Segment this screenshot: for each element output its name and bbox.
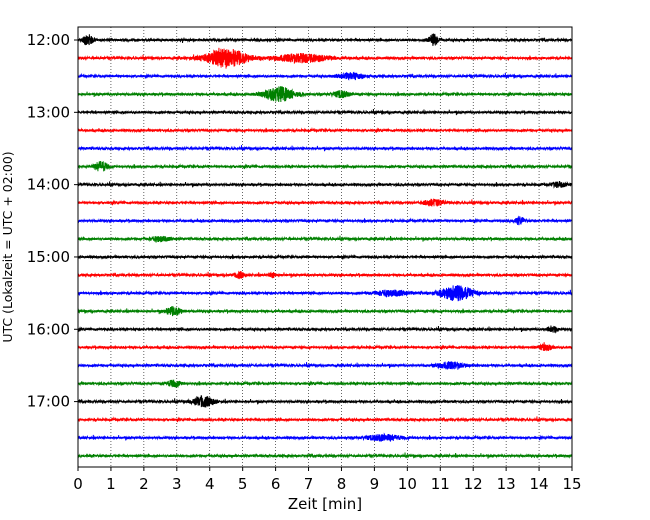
y-tick-label: 12:00 xyxy=(27,31,70,49)
x-tick-label: 10 xyxy=(398,475,417,493)
trace-row xyxy=(77,452,573,459)
x-tick-label: 5 xyxy=(238,475,248,493)
y-tick-label: 17:00 xyxy=(27,393,70,411)
trace-row xyxy=(77,160,573,172)
x-tick-label: 13 xyxy=(497,475,516,493)
trace-row xyxy=(77,361,573,371)
trace-row xyxy=(77,215,573,226)
trace-row xyxy=(77,395,573,408)
trace-row xyxy=(77,253,573,261)
x-tick-label: 2 xyxy=(139,475,149,493)
x-tick-label: 14 xyxy=(530,475,549,493)
trace-row xyxy=(77,235,573,243)
trace-row xyxy=(77,33,573,46)
y-tick-label: 16:00 xyxy=(27,320,70,338)
x-tick-label: 9 xyxy=(370,475,380,493)
trace-row xyxy=(77,285,573,302)
trace-row xyxy=(77,325,573,334)
seismic-traces xyxy=(77,33,573,459)
y-axis-label: UTC (Lokalzeit = UTC + 02:00) xyxy=(0,151,15,342)
trace-row xyxy=(77,145,573,152)
x-tick-label: 11 xyxy=(431,475,450,493)
trace-row xyxy=(77,198,573,207)
x-tick-label: 3 xyxy=(172,475,182,493)
trace-row xyxy=(77,416,573,423)
x-tick-label: 12 xyxy=(464,475,483,493)
y-tick-label: 13:00 xyxy=(27,103,70,121)
trace-row xyxy=(77,109,573,116)
trace-row xyxy=(77,47,573,69)
trace-row xyxy=(77,126,573,134)
x-tick-label: 15 xyxy=(562,475,581,493)
plot-frame xyxy=(77,26,573,468)
x-tick-label: 0 xyxy=(73,475,83,493)
x-tick-label: 6 xyxy=(271,475,281,493)
x-tick-label: 7 xyxy=(304,475,314,493)
x-axis-label: Zeit [min] xyxy=(288,495,362,513)
x-tick-label: 8 xyxy=(337,475,347,493)
y-tick-label: 14:00 xyxy=(27,176,70,194)
trace-row xyxy=(77,270,573,280)
trace-row xyxy=(77,379,573,389)
trace-row xyxy=(77,432,573,442)
trace-row xyxy=(77,71,573,81)
y-tick-label: 15:00 xyxy=(27,248,70,266)
vertical-gridlines xyxy=(110,27,540,467)
x-tick-label: 4 xyxy=(205,475,215,493)
trace-row xyxy=(77,306,573,317)
y-axis: 12:00 13:00 14:00 15:00 16:00 17:00 xyxy=(27,31,78,411)
trace-row xyxy=(77,86,573,103)
trace-row xyxy=(77,180,573,189)
x-axis: 0 1 2 3 4 5 6 7 8 9 10 11 12 13 14 15 xyxy=(73,467,582,493)
x-tick-label: 1 xyxy=(106,475,116,493)
trace-row xyxy=(77,342,573,352)
